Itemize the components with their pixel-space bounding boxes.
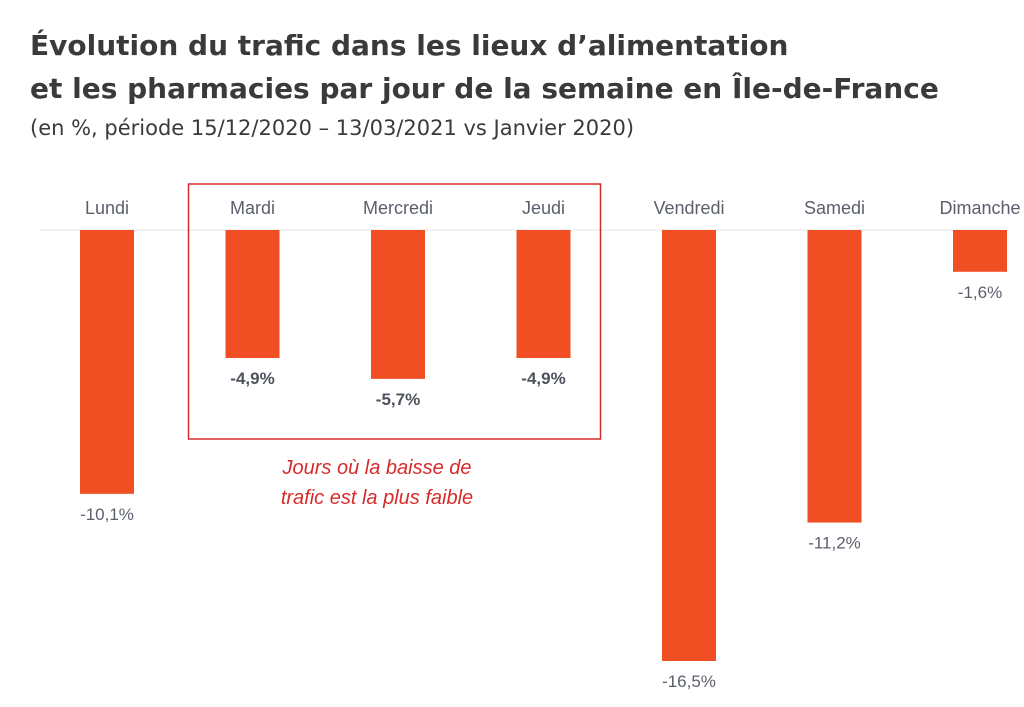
- annotation-line-2: trafic est la plus faible: [281, 487, 473, 509]
- bar-vendredi: [662, 230, 716, 661]
- chart-title-line-1: Évolution du trafic dans les lieux d’ali…: [30, 29, 789, 62]
- bar-lundi: [80, 230, 134, 494]
- bar-samedi: [807, 230, 862, 523]
- value-label-mardi: -4,9%: [230, 369, 274, 388]
- value-label-mercredi: -5,7%: [376, 390, 420, 409]
- category-label-lundi: Lundi: [85, 198, 129, 218]
- value-label-lundi: -10,1%: [80, 505, 134, 524]
- highlight-box: [187, 183, 602, 440]
- bar-mercredi: [371, 230, 425, 379]
- bars-group: [80, 230, 1007, 661]
- chart-subtitle: (en %, période 15/12/2020 – 13/03/2021 v…: [30, 116, 635, 140]
- chart-title-line-2: et les pharmacies par jour de la semaine…: [30, 72, 939, 105]
- chart-title: Évolution du trafic dans les lieux d’ali…: [30, 24, 939, 110]
- bar-jeudi: [516, 230, 571, 358]
- category-labels-group: Lundi Mardi Mercredi Jeudi Vendredi Samedi Dim…: [85, 198, 1021, 218]
- value-label-jeudi: -4,9%: [521, 369, 565, 388]
- value-label-samedi: -11,2%: [808, 534, 861, 553]
- value-label-dimanche: -1,6%: [958, 283, 1002, 302]
- annotation-line-1: Jours où la baisse de: [281, 457, 471, 479]
- category-label-samedi: Samedi: [804, 198, 865, 218]
- bar-dimanche: [953, 230, 1007, 272]
- category-label-dimanche: Dimanche: [939, 198, 1020, 218]
- category-label-jeudi: Jeudi: [522, 198, 565, 218]
- bar-mardi: [225, 230, 280, 358]
- category-label-mardi: Mardi: [230, 198, 275, 218]
- category-label-vendredi: Vendredi: [653, 198, 724, 218]
- category-label-mercredi: Mercredi: [363, 198, 433, 218]
- value-label-vendredi: -16,5%: [662, 672, 716, 691]
- value-labels-group: -10,1% -4,9% -5,7% -4,9% -16,5% -11,2% -1,6%: [80, 283, 1002, 691]
